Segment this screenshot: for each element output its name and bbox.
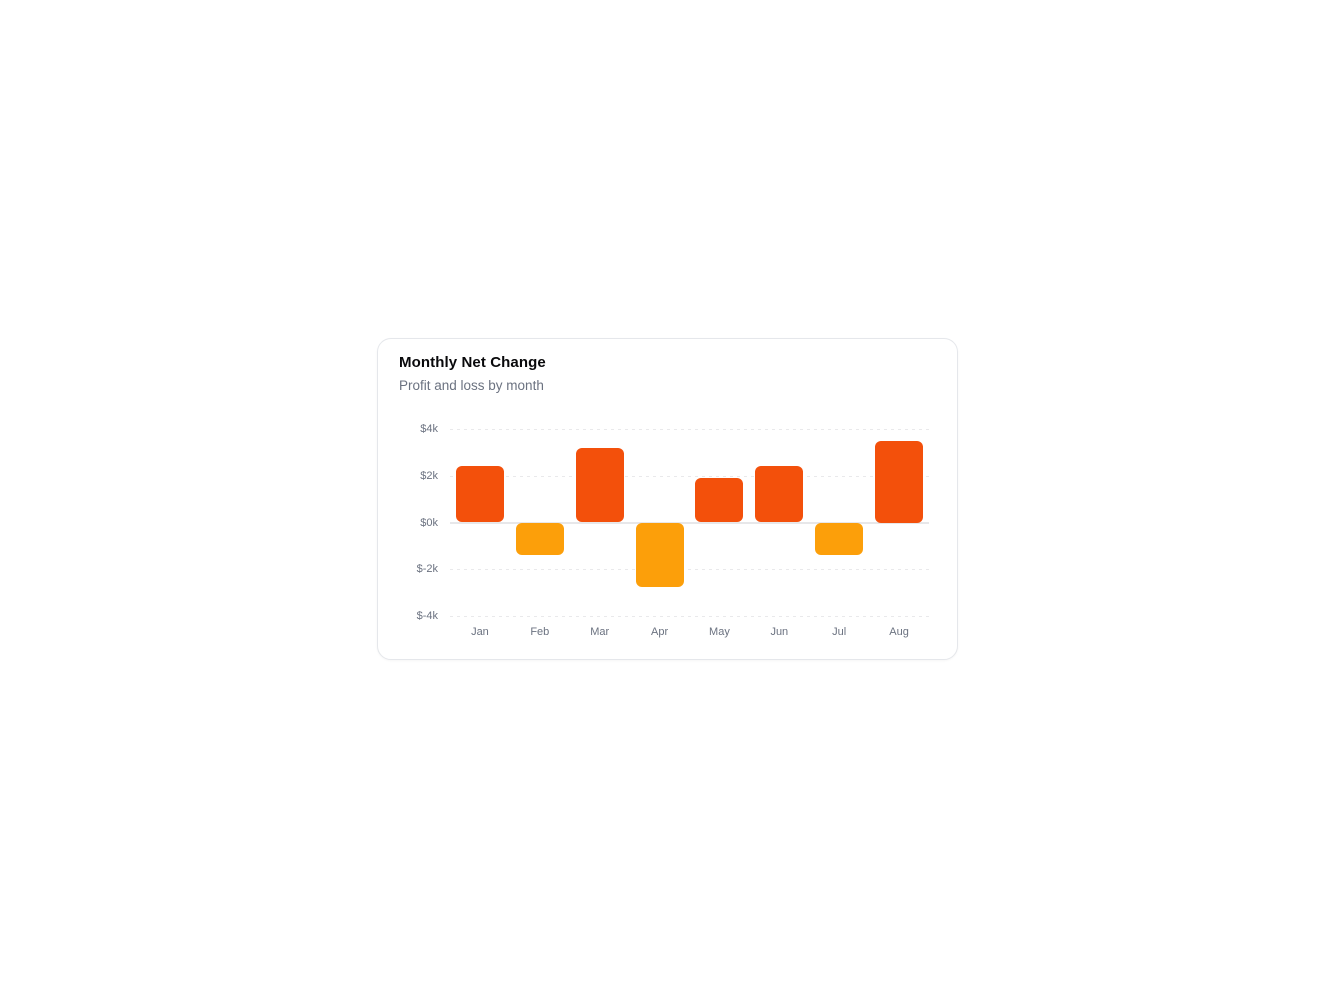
- x-tick-label: Aug: [889, 626, 909, 638]
- x-tick-label: Feb: [530, 626, 550, 638]
- plot-area: [450, 429, 929, 617]
- y-tick-label: $0k: [420, 516, 438, 529]
- bar-mar[interactable]: [575, 447, 624, 523]
- monthly-net-change-card: Monthly Net Change Profit and loss by mo…: [377, 338, 958, 660]
- x-tick-label: Jun: [770, 626, 789, 638]
- bar-feb[interactable]: [515, 522, 564, 556]
- x-tick-label: Jul: [832, 626, 847, 638]
- card-subtitle: Profit and loss by month: [399, 378, 544, 393]
- bar-chart: $4k $2k $0k $-2k $-4k Jan Feb Mar Apr May Jun Jul A…: [378, 423, 957, 649]
- card-title: Monthly Net Change: [399, 354, 546, 371]
- bar-jul[interactable]: [815, 522, 864, 556]
- y-tick-label: $-4k: [416, 610, 438, 622]
- bar-may[interactable]: [695, 478, 744, 523]
- y-tick-label: $2k: [420, 469, 438, 482]
- bar-jan[interactable]: [455, 466, 504, 523]
- x-tick-label: Mar: [590, 626, 610, 638]
- x-tick-label: Apr: [651, 626, 669, 638]
- gridline: [450, 616, 929, 617]
- bar-jun[interactable]: [755, 466, 804, 523]
- y-tick-label: $4k: [420, 423, 438, 435]
- bar-aug[interactable]: [875, 440, 924, 523]
- x-tick-label: May: [709, 626, 730, 638]
- gridline: [450, 569, 929, 571]
- bar-apr[interactable]: [635, 522, 684, 587]
- gridline: [450, 475, 929, 477]
- gridline: [450, 429, 929, 430]
- y-tick-label: $-2k: [416, 563, 438, 576]
- zero-baseline: [450, 521, 929, 524]
- x-tick-label: Jan: [471, 626, 489, 638]
